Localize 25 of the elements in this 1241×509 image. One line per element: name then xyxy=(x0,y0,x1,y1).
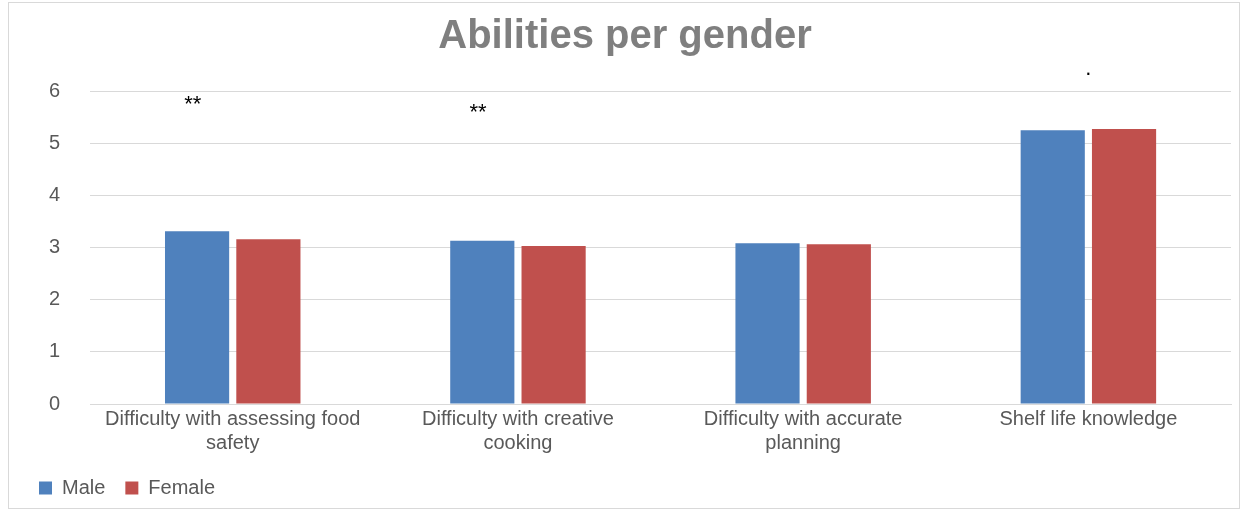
y-tick-label: 6 xyxy=(49,78,61,101)
y-tick-label: 1 xyxy=(49,339,61,362)
x-tick-label: Shelf life knowledge xyxy=(999,406,1178,429)
y-tick-label: 0 xyxy=(49,391,61,414)
y-tick-label: 3 xyxy=(49,235,61,258)
bar xyxy=(806,244,871,404)
y-tick-label: 5 xyxy=(49,130,61,153)
chart-title: Abilities per gender xyxy=(438,12,812,57)
y-tick-label: 2 xyxy=(49,287,61,310)
x-tick-label: Difficulty with accurate planning xyxy=(703,406,903,453)
bar xyxy=(236,239,301,404)
bar xyxy=(521,245,586,404)
bar xyxy=(1020,130,1085,404)
x-tick-label: Difficulty with creative cooking xyxy=(421,406,614,453)
text: . xyxy=(1085,55,1092,81)
legend-label: Male xyxy=(62,475,106,498)
bar xyxy=(735,243,800,404)
bar xyxy=(450,240,515,404)
y-tick-label: 4 xyxy=(49,182,61,205)
bar xyxy=(1091,129,1157,404)
annotation: ** xyxy=(469,99,487,125)
annotation: ** xyxy=(184,91,202,117)
legend-label: Female xyxy=(148,475,216,498)
bar xyxy=(164,231,230,404)
x-tick-label: Difficulty with assessing food safety xyxy=(105,406,361,453)
